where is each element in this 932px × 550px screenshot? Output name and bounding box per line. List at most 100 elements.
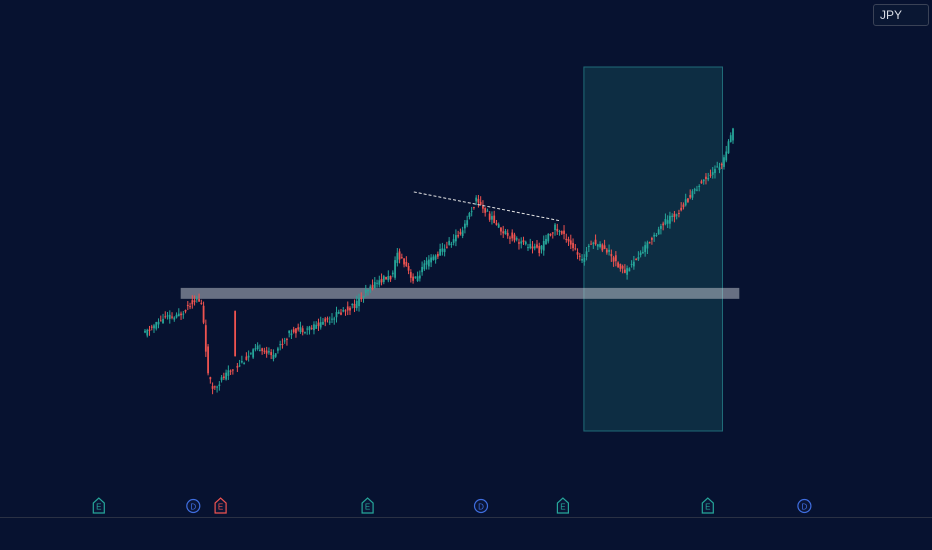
candle-body <box>475 197 478 202</box>
candle-body <box>587 245 590 248</box>
candle-body <box>648 242 651 244</box>
candle-body <box>527 247 529 249</box>
candle-body <box>696 189 698 191</box>
dividend-marker[interactable]: D <box>797 498 812 514</box>
candle-body <box>268 351 270 353</box>
candle-body <box>209 377 212 380</box>
candle-body <box>569 240 572 245</box>
candle-body <box>556 228 559 232</box>
candle-body <box>637 256 640 260</box>
candle-body <box>398 251 401 260</box>
candle-body <box>421 266 424 273</box>
candle-body <box>337 311 340 314</box>
candle-body <box>229 370 232 372</box>
event-marker-label: D <box>190 503 196 512</box>
candle-body <box>378 280 381 285</box>
dividend-marker-shape <box>797 498 812 514</box>
candle-body <box>673 213 676 217</box>
candle-body <box>349 307 351 311</box>
event-marker-label: E <box>365 503 370 512</box>
candle-body <box>258 349 261 351</box>
candle-body <box>159 320 162 322</box>
candle-body <box>497 224 500 228</box>
candle-body <box>563 230 565 234</box>
candle-body <box>252 349 255 358</box>
candle-body <box>313 324 315 331</box>
earnings-marker-shape <box>701 497 714 514</box>
earnings-marker[interactable]: E <box>214 497 227 514</box>
candle-body <box>407 266 410 271</box>
candle-body <box>545 238 547 245</box>
dividend-marker[interactable]: D <box>473 498 489 514</box>
candle-body <box>540 245 543 250</box>
event-marker-label: E <box>218 503 223 512</box>
candle-body <box>432 256 435 260</box>
candle-body <box>727 141 730 154</box>
candle-body <box>650 237 653 240</box>
candle-body <box>691 191 694 198</box>
candle-body <box>319 322 322 328</box>
candle-body <box>184 310 187 312</box>
candle-body <box>150 326 153 328</box>
candle-body <box>732 128 734 141</box>
candle-body <box>400 257 403 259</box>
candle-body <box>173 317 176 320</box>
candle-body <box>387 275 390 281</box>
candle-body <box>245 356 248 360</box>
candle-body <box>234 311 237 357</box>
candle-body <box>186 304 189 307</box>
candle-body <box>678 212 680 215</box>
candle-body <box>655 235 658 237</box>
candle-body <box>572 242 574 249</box>
candle-body <box>538 246 541 254</box>
candle-body <box>362 295 365 298</box>
candle-body <box>168 314 171 319</box>
candle-body <box>218 384 221 387</box>
candle-body <box>495 223 498 225</box>
candle-body <box>500 227 502 232</box>
candle-body <box>506 232 509 236</box>
candle-body <box>249 352 252 354</box>
candle-body <box>529 243 532 248</box>
candle-body <box>297 327 300 330</box>
candle-body <box>243 363 246 365</box>
candle-body <box>608 249 610 252</box>
candle-body <box>207 346 209 374</box>
candle-body <box>317 322 320 326</box>
currency-badge[interactable]: JPY <box>873 4 929 26</box>
candle-body <box>585 251 588 257</box>
earnings-marker[interactable]: E <box>701 497 714 514</box>
candle-body <box>450 243 453 246</box>
candle-body <box>666 220 669 224</box>
event-marker-label: D <box>802 503 808 512</box>
candle-body <box>441 248 444 252</box>
candle-body <box>382 276 385 283</box>
dividend-marker[interactable]: D <box>186 498 201 514</box>
earnings-marker-shape <box>214 497 227 514</box>
candle-body <box>146 329 149 336</box>
candle-body <box>198 299 200 302</box>
earnings-marker[interactable]: E <box>92 497 105 514</box>
candle-body <box>628 268 631 272</box>
candle-body <box>644 245 647 253</box>
candle-body <box>581 258 583 261</box>
candle-body <box>416 276 419 281</box>
candle-body <box>247 355 250 358</box>
earnings-marker[interactable]: E <box>556 497 569 514</box>
candle-body <box>669 215 671 224</box>
candle-body <box>714 169 716 173</box>
candle-body <box>333 318 336 320</box>
candle-body <box>439 248 442 256</box>
candle-body <box>599 243 601 247</box>
candle-body <box>547 233 550 242</box>
earnings-marker[interactable]: E <box>361 497 374 514</box>
candle-body <box>182 313 185 315</box>
candle-body <box>680 207 683 211</box>
candle-body <box>180 313 182 316</box>
candle-body <box>331 318 333 320</box>
candle-body <box>729 135 732 142</box>
candle-body <box>236 365 239 368</box>
